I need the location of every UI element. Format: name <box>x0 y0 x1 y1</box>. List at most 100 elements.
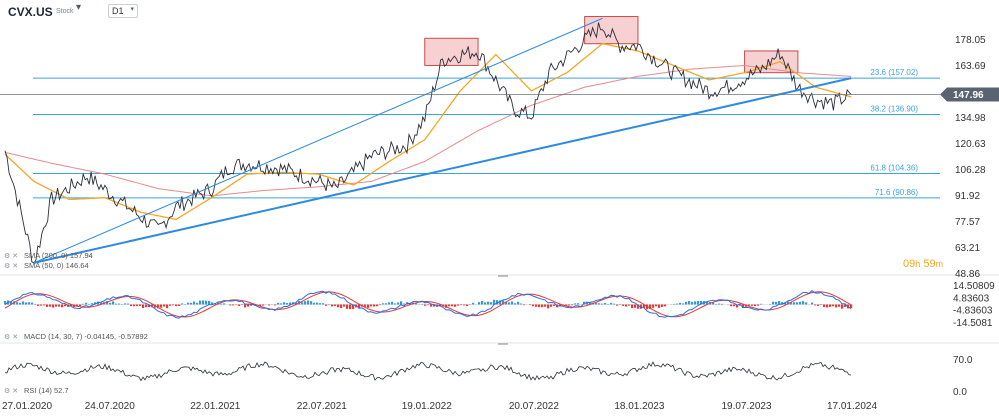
price-y-tick-label: 48.86 <box>955 269 980 280</box>
macd-histogram-bar <box>433 304 436 307</box>
macd-histogram-bar <box>631 304 634 309</box>
macd-histogram-bar <box>577 303 580 305</box>
macd-histogram-bar <box>679 302 682 305</box>
macd-histogram-bar <box>553 304 556 306</box>
macd-histogram-bar <box>322 303 325 305</box>
countdown-minutes: 59 <box>920 258 935 270</box>
macd-histogram-bar <box>61 304 64 308</box>
macd-histogram-bar <box>787 301 790 305</box>
macd-histogram-bar <box>115 303 118 305</box>
macd-histogram-bar <box>166 304 169 309</box>
macd-histogram-bar <box>187 302 190 305</box>
timeframe-select[interactable]: D1 ▾ <box>108 4 138 18</box>
macd-histogram-bar <box>172 304 175 306</box>
macd-histogram-bar <box>625 304 628 307</box>
macd-histogram-bar <box>430 304 433 307</box>
macd-histogram-bar <box>79 304 82 307</box>
macd-histogram-bar <box>343 304 346 307</box>
macd-histogram-bar <box>325 304 328 306</box>
macd-histogram-bar <box>277 302 280 305</box>
macd-histogram-bar <box>685 301 688 305</box>
symbol-type-label: Stock <box>56 8 74 15</box>
macd-histogram-bar <box>376 304 379 307</box>
macd-histogram-bar <box>70 304 73 307</box>
macd-histogram-bar <box>229 304 232 306</box>
macd-histogram-bar <box>352 304 355 309</box>
price-y-tick-label: 77.57 <box>955 217 980 228</box>
macd-histogram-bar <box>448 304 451 307</box>
macd-histogram-bar <box>595 302 598 305</box>
macd-histogram-bar <box>712 302 715 305</box>
macd-histogram-bar <box>145 304 148 308</box>
macd-histogram-bar <box>133 304 136 307</box>
macd-histogram-bar <box>88 303 91 305</box>
macd-histogram-bar <box>547 304 550 309</box>
macd-histogram-bar <box>601 303 604 305</box>
macd-histogram-bar <box>751 304 754 306</box>
macd-histogram-bar <box>568 304 571 306</box>
macd-histogram-bar <box>826 304 829 308</box>
macd-histogram-bar <box>721 303 724 305</box>
macd-line <box>4 290 852 319</box>
macd-histogram-bar <box>280 303 283 305</box>
macd-histogram-bar <box>46 304 49 307</box>
macd-signal-line <box>4 291 852 318</box>
macd-histogram-bar <box>310 301 313 305</box>
macd-histogram-bar <box>805 302 808 305</box>
symbol-name[interactable]: CVX.US <box>8 5 53 19</box>
chevron-down-icon[interactable]: ▾ <box>76 2 82 13</box>
legend-entry: SMA (200, 0) 157.94 <box>24 251 93 260</box>
macd-histogram-bar <box>304 301 307 305</box>
macd-histogram-bar <box>730 304 733 307</box>
price-y-tick-label: 134.98 <box>955 113 986 124</box>
macd-histogram-bar <box>484 302 487 305</box>
fib-level-label: 61.8 (104.36) <box>870 163 918 172</box>
macd-histogram-bar <box>58 304 61 307</box>
macd-y-tick-label: -14.5081 <box>953 318 993 329</box>
macd-histogram-bar <box>208 300 211 305</box>
timeframe-chevron-icon: ▾ <box>130 6 134 13</box>
macd-histogram-bar <box>649 304 652 310</box>
macd-histogram-bar <box>688 301 691 305</box>
macd-histogram-bar <box>370 304 373 307</box>
current-price-label: 147.96 <box>953 90 984 101</box>
macd-histogram-bar <box>586 301 589 305</box>
macd-histogram-bar <box>205 300 208 305</box>
macd-histogram-bar <box>124 303 127 305</box>
macd-histogram-bar <box>844 304 847 307</box>
macd-histogram-bar <box>757 304 760 306</box>
macd-histogram-bar <box>190 302 193 305</box>
macd-histogram-bar <box>259 304 262 307</box>
macd-histogram-bar <box>307 300 310 305</box>
rsi-legend-settings-icon: ⚙ ✕ <box>4 387 18 395</box>
macd-histogram-bar <box>778 300 781 305</box>
macd-histogram-bar <box>337 304 340 308</box>
macd-histogram-bar <box>151 304 154 308</box>
macd-histogram-bar <box>22 301 25 305</box>
macd-histogram-bar <box>790 302 793 305</box>
macd-histogram-bar <box>28 302 31 305</box>
macd-histogram-bar <box>535 304 538 307</box>
macd-histogram-bar <box>19 302 22 305</box>
macd-histogram-bar <box>25 302 28 305</box>
macd-histogram-bar <box>664 304 667 307</box>
macd-histogram-bar <box>181 303 184 305</box>
macd-histogram-bar <box>502 300 505 305</box>
macd-histogram-bar <box>811 302 814 305</box>
macd-histogram-bar <box>382 303 385 305</box>
macd-histogram-bar <box>196 302 199 305</box>
macd-histogram-bar <box>550 304 553 307</box>
macd-histogram-bar <box>838 304 841 307</box>
macd-histogram-bar <box>346 304 349 309</box>
macd-legend-settings-icon: ⚙ ✕ <box>4 333 18 341</box>
macd-histogram-bar <box>652 304 655 308</box>
x-tick-label: 27.01.2020 <box>2 401 52 412</box>
macd-histogram-bar <box>40 304 43 306</box>
price-y-tick-label: 120.63 <box>955 139 986 150</box>
macd-histogram-bar <box>394 303 397 305</box>
macd-histogram-bar <box>454 304 457 307</box>
macd-histogram-bar <box>16 302 19 305</box>
macd-histogram-bar <box>511 301 514 305</box>
